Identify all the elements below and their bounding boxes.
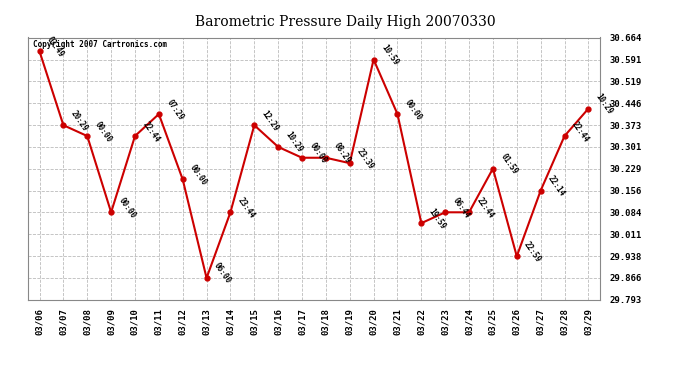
Text: 20:29: 20:29 (69, 109, 90, 133)
Text: 22:14: 22:14 (546, 174, 567, 198)
Text: 19:59: 19:59 (427, 207, 448, 231)
Text: 10:29: 10:29 (594, 92, 615, 116)
Text: 07:29: 07:29 (164, 98, 185, 122)
Text: 00:00: 00:00 (403, 98, 424, 122)
Text: 06:00: 06:00 (212, 261, 233, 285)
Text: 23:44: 23:44 (236, 196, 257, 220)
Text: 12:29: 12:29 (260, 109, 281, 133)
Text: 10:59: 10:59 (380, 43, 400, 67)
Text: 03:49: 03:49 (45, 35, 66, 59)
Text: 06:44: 06:44 (451, 196, 471, 220)
Text: Copyright 2007 Cartronics.com: Copyright 2007 Cartronics.com (33, 40, 168, 49)
Text: 22:59: 22:59 (522, 240, 543, 264)
Text: 00:00: 00:00 (308, 141, 328, 165)
Text: 22:44: 22:44 (475, 196, 495, 220)
Text: Barometric Pressure Daily High 20070330: Barometric Pressure Daily High 20070330 (195, 15, 495, 29)
Text: 23:39: 23:39 (355, 147, 376, 171)
Text: 00:00: 00:00 (117, 196, 137, 220)
Text: 22:44: 22:44 (141, 120, 161, 144)
Text: 00:00: 00:00 (93, 120, 113, 144)
Text: 08:29: 08:29 (331, 141, 352, 165)
Text: 10:29: 10:29 (284, 130, 304, 154)
Text: 00:00: 00:00 (188, 163, 209, 187)
Text: 01:59: 01:59 (498, 152, 519, 176)
Text: 22:44: 22:44 (570, 120, 591, 144)
